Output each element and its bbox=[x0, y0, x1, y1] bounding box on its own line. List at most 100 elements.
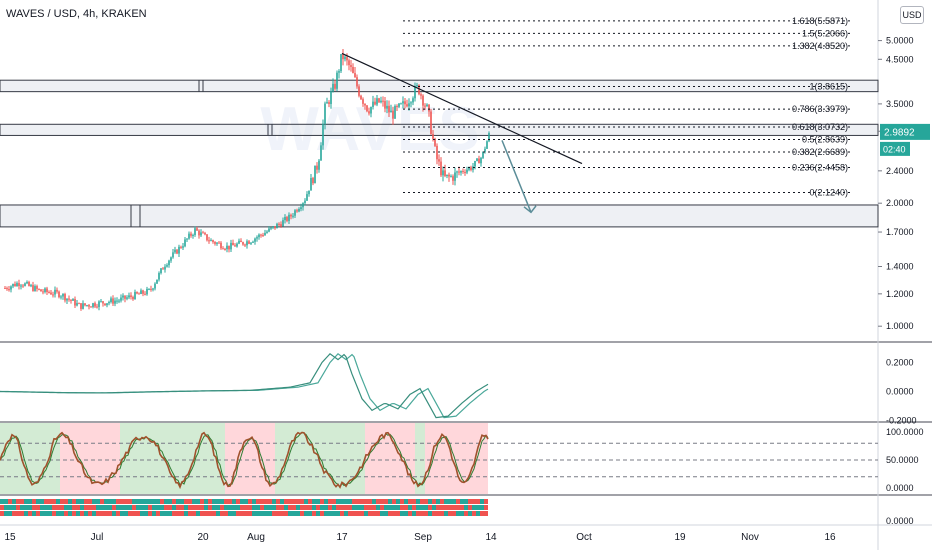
strip-cell bbox=[148, 505, 152, 510]
strip-cell bbox=[360, 505, 364, 510]
strip-cell bbox=[208, 499, 212, 504]
strip-cell bbox=[240, 511, 244, 516]
candle-body bbox=[288, 214, 290, 221]
candle-body bbox=[362, 99, 364, 104]
strip-pane bbox=[0, 499, 488, 516]
strip-cell bbox=[140, 505, 144, 510]
strip-cell bbox=[312, 511, 316, 516]
candle-body bbox=[306, 194, 308, 201]
candle-body bbox=[264, 232, 266, 236]
candle-body bbox=[276, 223, 278, 229]
candle-body bbox=[328, 102, 330, 104]
strip-cell bbox=[312, 499, 316, 504]
candle-body bbox=[252, 241, 254, 243]
candle-body bbox=[40, 289, 42, 292]
time-axis[interactable]: 15 Jul 20 Aug 17 Sep 14 Oct 19 Nov 16 bbox=[0, 524, 932, 543]
strip-cell bbox=[316, 511, 320, 516]
stochastic-tick-label-2: 0.0000 bbox=[886, 483, 914, 493]
candle-body bbox=[294, 210, 296, 216]
countdown-value: 02:40 bbox=[883, 144, 906, 154]
strip-cell bbox=[60, 499, 64, 504]
candle-body bbox=[278, 223, 280, 225]
candle-body bbox=[34, 286, 36, 291]
oscillator-tick-label-1: 0.0000 bbox=[886, 387, 914, 397]
price-badge-value: 2.9892 bbox=[884, 127, 915, 138]
strip-cell bbox=[232, 505, 236, 510]
price-tick-label-2: 3.5000 bbox=[886, 99, 914, 109]
strip-cell bbox=[240, 499, 244, 504]
strip-cell bbox=[116, 499, 120, 504]
candle-body bbox=[456, 171, 458, 173]
currency-button[interactable]: USD bbox=[900, 6, 924, 24]
strip-cell bbox=[156, 511, 160, 516]
trend-line bbox=[341, 52, 583, 165]
candle-body bbox=[474, 160, 476, 167]
strip-cell bbox=[336, 511, 340, 516]
candle-body bbox=[36, 286, 38, 289]
candle-body bbox=[416, 85, 418, 87]
candle-body bbox=[426, 104, 428, 107]
candle-body bbox=[114, 300, 116, 304]
candle-body bbox=[414, 85, 416, 99]
strip-cell bbox=[292, 511, 296, 516]
strip-cell bbox=[404, 499, 408, 504]
strip-cell bbox=[456, 505, 460, 510]
strip-cell bbox=[108, 511, 112, 516]
candle-body bbox=[420, 94, 422, 96]
candle-body bbox=[168, 260, 170, 266]
candle-body bbox=[324, 103, 326, 124]
oscillator-signal-line bbox=[0, 353, 489, 419]
candle-body bbox=[316, 165, 318, 170]
countdown-box bbox=[880, 141, 910, 156]
candle-body bbox=[372, 101, 374, 107]
strip-cell bbox=[24, 505, 28, 510]
candle-body bbox=[352, 66, 354, 74]
strip-cell bbox=[196, 511, 200, 516]
candle-body bbox=[136, 291, 138, 294]
strip-cell bbox=[92, 499, 96, 504]
strip-cell bbox=[412, 511, 416, 516]
strip-cell bbox=[104, 499, 108, 504]
strip-cell bbox=[372, 511, 376, 516]
strip-cell bbox=[392, 505, 396, 510]
strip-cell bbox=[168, 499, 172, 504]
candle-body bbox=[418, 85, 420, 95]
strip-cell bbox=[156, 499, 160, 504]
candle-body bbox=[106, 303, 108, 306]
strip-cell bbox=[272, 505, 276, 510]
strip-cell bbox=[476, 499, 480, 504]
strip-cell bbox=[252, 511, 256, 516]
price-axis[interactable]: 5.00004.50003.50003.00002.40002.00001.70… bbox=[878, 36, 924, 526]
strip-cell bbox=[76, 499, 80, 504]
candle-body bbox=[146, 288, 148, 295]
strip-cell bbox=[40, 499, 44, 504]
candle-body bbox=[266, 231, 268, 233]
candle-body bbox=[204, 233, 206, 235]
candle-body bbox=[338, 71, 340, 73]
strip-cell bbox=[364, 505, 368, 510]
strip-cell bbox=[440, 505, 444, 510]
strip-cell bbox=[36, 511, 40, 516]
zone-1 bbox=[0, 123, 879, 136]
strip-cell bbox=[480, 511, 484, 516]
strip-cell bbox=[172, 511, 176, 516]
strip-cell bbox=[400, 505, 404, 510]
chart-title: WAVES / USD, 4h, KRAKEN bbox=[6, 8, 147, 20]
strip-cell bbox=[364, 511, 368, 516]
fib-label-5: 0.618(3.0732) bbox=[792, 122, 848, 132]
candle-body bbox=[38, 288, 40, 290]
candle-body bbox=[236, 243, 238, 247]
strip-cell bbox=[384, 511, 388, 516]
strip-cell bbox=[44, 499, 48, 504]
candle-body bbox=[144, 293, 146, 295]
strip-cell bbox=[204, 505, 208, 510]
strip-cell bbox=[452, 499, 456, 504]
candle-body bbox=[100, 301, 102, 303]
candle-body bbox=[88, 305, 90, 307]
strip-cell bbox=[344, 511, 348, 516]
candle-body bbox=[406, 104, 408, 107]
candle-body bbox=[172, 252, 174, 258]
strip-cell bbox=[208, 505, 212, 510]
strip-cell bbox=[24, 499, 28, 504]
